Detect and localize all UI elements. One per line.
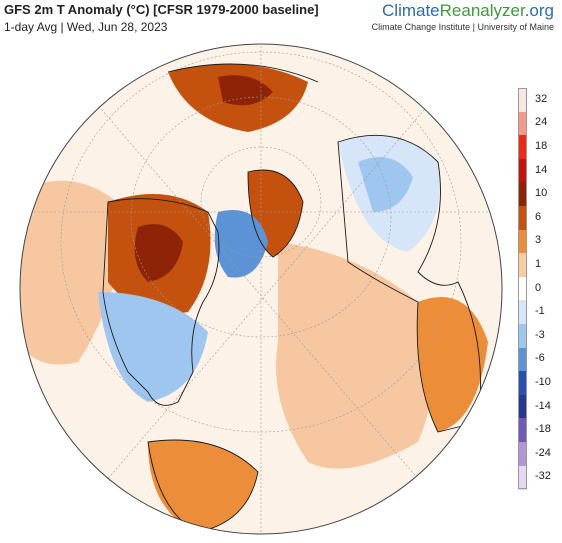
legend-swatch bbox=[518, 111, 527, 136]
map-subtitle: 1-day Avg | Wed, Jun 28, 2023 bbox=[4, 20, 168, 34]
legend-label: -1 bbox=[535, 305, 545, 318]
legend-label: -14 bbox=[535, 399, 551, 412]
anomaly-siberia-core bbox=[218, 75, 273, 106]
legend-swatch bbox=[518, 371, 527, 396]
graticule bbox=[20, 44, 502, 534]
legend-label: 32 bbox=[535, 92, 548, 105]
anomaly-south-america-warm bbox=[148, 440, 258, 532]
brand-part-reanalyzer: Reanalyzer bbox=[439, 1, 525, 20]
legend-label: -24 bbox=[535, 446, 551, 459]
brand-part-climate: Climate bbox=[382, 1, 440, 20]
legend-swatch bbox=[518, 88, 527, 113]
legend-swatch bbox=[518, 465, 527, 490]
legend-swatch bbox=[518, 253, 527, 278]
brand-logo[interactable]: ClimateReanalyzer.org bbox=[382, 1, 554, 21]
legend-label: -32 bbox=[535, 470, 551, 483]
legend-swatch bbox=[518, 394, 527, 419]
legend-swatch bbox=[518, 418, 527, 443]
anomaly-usa-cool bbox=[98, 292, 208, 402]
legend-swatch bbox=[518, 347, 527, 372]
legend-label: 3 bbox=[535, 234, 542, 247]
globe-map[interactable] bbox=[18, 42, 504, 536]
legend-label: 0 bbox=[535, 281, 542, 294]
legend-label: -6 bbox=[535, 352, 545, 365]
legend-swatch bbox=[518, 324, 527, 349]
legend-label: 10 bbox=[535, 187, 548, 200]
brand-affiliation: Climate Change Institute | University of… bbox=[371, 22, 554, 32]
anomaly-atlantic-warm bbox=[276, 242, 433, 469]
legend-swatch bbox=[518, 158, 527, 183]
anomaly-canada-core bbox=[134, 224, 183, 282]
brand-part-org: .org bbox=[524, 1, 554, 20]
legend-swatch bbox=[518, 182, 527, 207]
legend-swatch bbox=[518, 135, 527, 160]
legend-label: 14 bbox=[535, 163, 548, 176]
globe-outline bbox=[19, 43, 503, 535]
legend-label: 18 bbox=[535, 140, 548, 152]
legend-label: 24 bbox=[535, 116, 548, 129]
legend-label: -3 bbox=[535, 328, 545, 341]
anomaly-field bbox=[20, 44, 502, 534]
legend-label: 1 bbox=[535, 258, 542, 270]
legend-swatch bbox=[518, 229, 527, 254]
legend-label: -10 bbox=[535, 376, 551, 388]
legend-swatch bbox=[518, 300, 527, 325]
legend-label: 6 bbox=[535, 210, 542, 223]
legend-swatch bbox=[518, 276, 527, 301]
legend-swatch bbox=[518, 442, 527, 467]
legend-swatch bbox=[518, 206, 527, 231]
coastlines bbox=[102, 63, 481, 533]
legend-label: -18 bbox=[535, 423, 551, 436]
map-title: GFS 2m T Anomaly (°C) [CFSR 1979-2000 ba… bbox=[4, 2, 319, 17]
anomaly-africa-warm bbox=[417, 297, 488, 432]
anomaly-pacific-warm bbox=[20, 180, 128, 365]
legend-border bbox=[518, 88, 527, 490]
